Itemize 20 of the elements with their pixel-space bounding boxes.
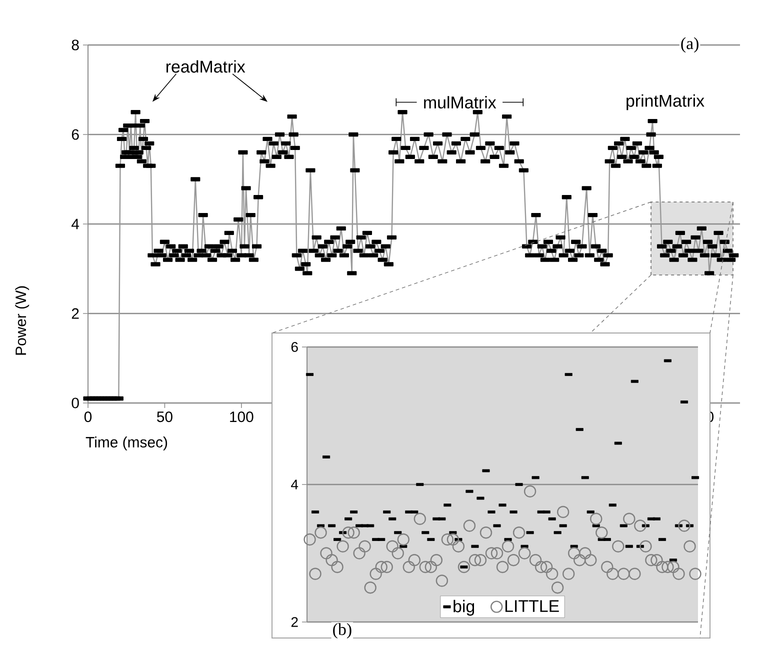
y-tick-label: 0	[72, 398, 79, 408]
y-tick-label: 4	[72, 218, 80, 230]
legend-label: big	[454, 600, 474, 616]
annotation: printMatrix	[626, 94, 704, 110]
text: (b)	[333, 623, 352, 639]
y-tick-label: 2	[72, 308, 79, 319]
annotation: readMatrix	[166, 60, 246, 73]
legend-label: LITTLE	[505, 600, 559, 612]
x-tick-label: 100	[230, 412, 254, 422]
y-tick-label: 6	[291, 342, 298, 352]
annotation: mulMatrix	[424, 96, 496, 108]
y-tick-label: 4	[291, 480, 298, 490]
y-tick-label: 6	[72, 129, 79, 140]
y-tick-label: 8	[72, 40, 79, 50]
y-axis-title: Power (W)	[15, 286, 30, 355]
x-tick-label: 0	[84, 412, 92, 422]
x-axis-title: Time (msec)	[86, 436, 168, 450]
annotation: (a)	[681, 37, 698, 53]
y-tick-label: 2	[291, 617, 298, 627]
x-tick-label: 50	[156, 412, 172, 422]
